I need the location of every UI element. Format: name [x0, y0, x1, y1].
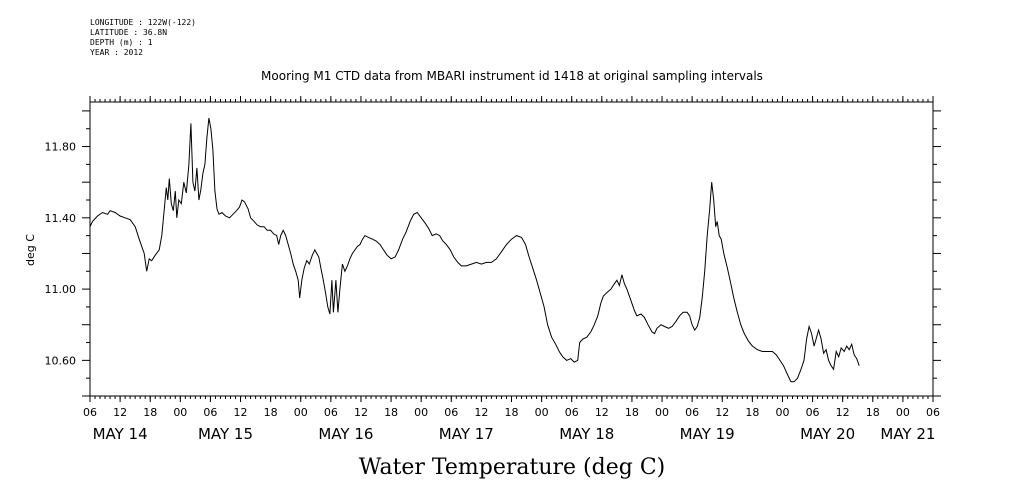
- x-tick-label: 06: [203, 406, 217, 419]
- temperature-series-line: [89, 117, 860, 383]
- x-tick-label: 00: [414, 406, 428, 419]
- chart-title: Mooring M1 CTD data from MBARI instrumen…: [261, 69, 763, 83]
- x-tick-label: 12: [354, 406, 368, 419]
- metadata-latitude: LATITUDE : 36.8N: [90, 28, 168, 37]
- x-day-label: MAY 19: [680, 425, 735, 443]
- axis-tick-labels: 06 12 18 00 06 12 18 00 06 12 18 00 06 12 18 00 06 12 18 00…: [45, 141, 941, 443]
- x-tick-label: 06: [926, 406, 940, 419]
- x-tick-label: 00: [173, 406, 187, 419]
- x-tick-label: 18: [143, 406, 157, 419]
- metadata-year: YEAR : 2012: [90, 48, 143, 57]
- y-tick-label: 11.80: [45, 141, 77, 154]
- x-tick-label: 00: [535, 406, 549, 419]
- x-tick-label: 18: [264, 406, 278, 419]
- x-tick-label: 18: [745, 406, 759, 419]
- x-tick-label: 18: [866, 406, 880, 419]
- x-tick-label: 00: [775, 406, 789, 419]
- x-day-label: MAY 17: [439, 425, 494, 443]
- x-day-label: MAY 21: [880, 425, 935, 443]
- x-tick-label: 06: [83, 406, 97, 419]
- x-tick-label: 18: [505, 406, 519, 419]
- x-tick-label: 12: [474, 406, 488, 419]
- x-axis-title: Water Temperature (deg C): [359, 455, 666, 480]
- metadata-longitude: LONGITUDE : 122W(-122): [90, 18, 196, 27]
- x-day-label: MAY 20: [800, 425, 855, 443]
- x-tick-label: 00: [655, 406, 669, 419]
- x-tick-label: 18: [384, 406, 398, 419]
- x-day-label: MAY 14: [93, 425, 148, 443]
- x-tick-label: 06: [685, 406, 699, 419]
- x-tick-label: 00: [294, 406, 308, 419]
- x-tick-label: 00: [896, 406, 910, 419]
- x-tick-label: 06: [565, 406, 579, 419]
- y-tick-label: 11.40: [45, 212, 77, 225]
- x-tick-label: 06: [806, 406, 820, 419]
- metadata-depth: DEPTH (m) : 1: [90, 38, 153, 47]
- x-day-label: MAY 15: [198, 425, 253, 443]
- plot-frame: [89, 101, 934, 397]
- x-day-label: MAY 16: [318, 425, 373, 443]
- x-tick-label: 06: [444, 406, 458, 419]
- x-tick-label: 12: [715, 406, 729, 419]
- x-tick-label: 18: [625, 406, 639, 419]
- x-tick-label: 12: [113, 406, 127, 419]
- x-tick-label: 06: [324, 406, 338, 419]
- y-tick-label: 11.00: [45, 283, 77, 296]
- metadata-block: LONGITUDE : 122W(-122) LATITUDE : 36.8N …: [90, 18, 196, 58]
- x-tick-label: 12: [234, 406, 248, 419]
- y-tick-label: 10.60: [45, 354, 77, 367]
- x-tick-label: 12: [836, 406, 850, 419]
- y-axis-label: deg C: [24, 234, 37, 266]
- x-tick-label: 12: [595, 406, 609, 419]
- axis-ticks: [82, 96, 941, 402]
- x-day-label: MAY 18: [559, 425, 614, 443]
